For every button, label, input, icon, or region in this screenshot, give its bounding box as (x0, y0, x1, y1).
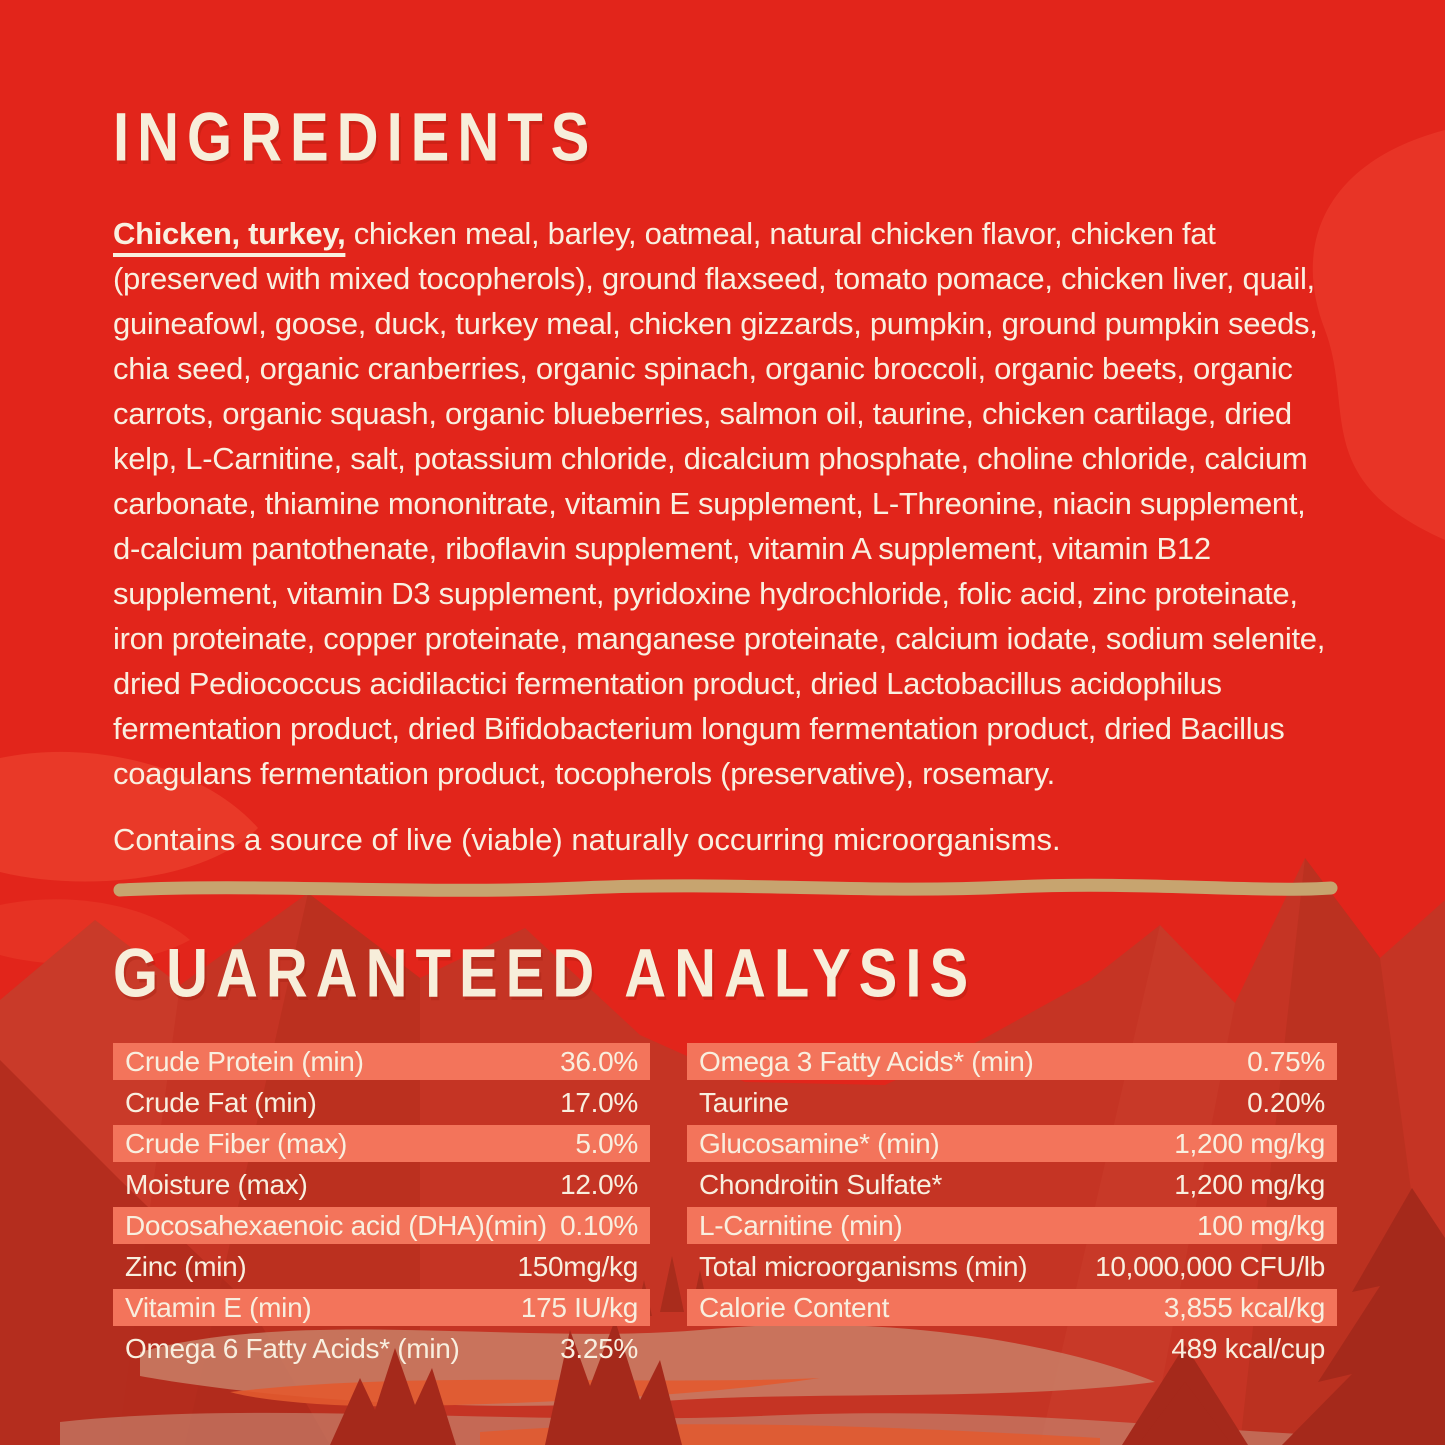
analysis-label: Glucosamine* (min) (699, 1127, 940, 1159)
analysis-row: Vitamin E (min) 175 IU/kg (113, 1289, 650, 1326)
ingredients-rest: chicken meal, barley, oatmeal, natural c… (113, 216, 1326, 791)
analysis-row: Crude Fiber (max) 5.0% (113, 1125, 650, 1162)
analysis-label: Zinc (min) (125, 1250, 247, 1282)
analysis-value: 12.0% (560, 1168, 638, 1200)
divider-line (113, 878, 1338, 897)
analysis-value: 489 kcal/cup (1171, 1332, 1325, 1364)
analysis-value: 0.10% (560, 1209, 638, 1241)
analysis-label: Total microorganisms (min) (699, 1250, 1028, 1282)
analysis-value: 10,000,000 CFU/lb (1095, 1250, 1325, 1282)
analysis-label: Omega 3 Fatty Acids* (min) (699, 1045, 1034, 1077)
analysis-column-right: Omega 3 Fatty Acids* (min) 0.75% Taurine 0.… (687, 1043, 1337, 1371)
analysis-row: Crude Protein (min) 36.0% (113, 1043, 650, 1080)
analysis-table: Crude Protein (min) 36.0% Crude Fat (min) 1… (113, 1043, 1337, 1371)
analysis-label: Crude Fiber (max) (125, 1127, 348, 1159)
analysis-row: Omega 6 Fatty Acids* (min) 3.25% (113, 1330, 650, 1367)
analysis-value: 5.0% (575, 1127, 638, 1159)
swirl-shape (0, 751, 258, 882)
analysis-value: 17.0% (560, 1086, 638, 1118)
analysis-row: Crude Fat (min) 17.0% (113, 1084, 650, 1121)
analysis-label: Taurine (699, 1086, 789, 1118)
analysis-value: 3.25% (560, 1332, 638, 1364)
analysis-label: Omega 6 Fatty Acids* (min) (125, 1332, 460, 1364)
analysis-row: Glucosamine* (min) 1,200 mg/kg (687, 1125, 1337, 1162)
analysis-column-left: Crude Protein (min) 36.0% Crude Fat (min) 1… (113, 1043, 650, 1371)
analysis-row: Omega 3 Fatty Acids* (min) 0.75% (687, 1043, 1337, 1080)
analysis-row: Calorie Content 3,855 kcal/kg (687, 1289, 1337, 1326)
analysis-value: 0.20% (1247, 1086, 1325, 1118)
lake (230, 1378, 820, 1407)
analysis-row: Docosahexaenoic acid (DHA)(min) 0.10% (113, 1207, 650, 1244)
analysis-label: Crude Fat (min) (125, 1086, 317, 1118)
analysis-row: Moisture (max) 12.0% (113, 1166, 650, 1203)
primary-ingredients: Chicken, turkey, (113, 216, 346, 251)
guaranteed-analysis-section: GUARANTEED ANALYSIS Crude Protein (min) 3… (113, 934, 1337, 1371)
ingredients-list: Chicken, turkey, chicken meal, barley, o… (113, 211, 1337, 796)
ingredients-heading: INGREDIENTS (113, 99, 598, 176)
pine-trees (330, 1188, 1445, 1445)
analysis-row: L-Carnitine (min) 100 mg/kg (687, 1207, 1337, 1244)
analysis-value: 175 IU/kg (520, 1291, 638, 1323)
analysis-row: Chondroitin Sulfate* 1,200 mg/kg (687, 1166, 1337, 1203)
analysis-label: Crude Protein (min) (125, 1045, 364, 1077)
analysis-value: 150mg/kg (517, 1250, 638, 1282)
ingredients-section: INGREDIENTS Chicken, turkey, chicken mea… (113, 98, 1337, 860)
analysis-row: Taurine 0.20% (687, 1084, 1337, 1121)
analysis-label: L-Carnitine (min) (699, 1209, 903, 1241)
analysis-label: Moisture (max) (125, 1168, 308, 1200)
analysis-value: 36.0% (560, 1045, 638, 1077)
microorganisms-note: Contains a source of live (viable) natur… (113, 822, 1061, 857)
guaranteed-analysis-heading: GUARANTEED ANALYSIS (113, 935, 977, 1012)
analysis-value: 1,200 mg/kg (1174, 1168, 1325, 1200)
analysis-label: Docosahexaenoic acid (DHA)(min) (125, 1209, 547, 1241)
analysis-label: Chondroitin Sulfate* (699, 1168, 943, 1200)
analysis-value: 1,200 mg/kg (1174, 1127, 1325, 1159)
analysis-row: Total microorganisms (min) 10,000,000 CFU… (687, 1248, 1337, 1285)
swirl-shape (1312, 130, 1445, 540)
analysis-value: 3,855 kcal/kg (1163, 1291, 1325, 1323)
analysis-row: 489 kcal/cup (687, 1330, 1337, 1367)
analysis-value: 100 mg/kg (1196, 1209, 1325, 1241)
analysis-label: Vitamin E (min) (125, 1291, 312, 1323)
analysis-value: 0.75% (1247, 1045, 1325, 1077)
analysis-row: Zinc (min) 150mg/kg (113, 1248, 650, 1285)
analysis-label: Calorie Content (699, 1291, 890, 1323)
